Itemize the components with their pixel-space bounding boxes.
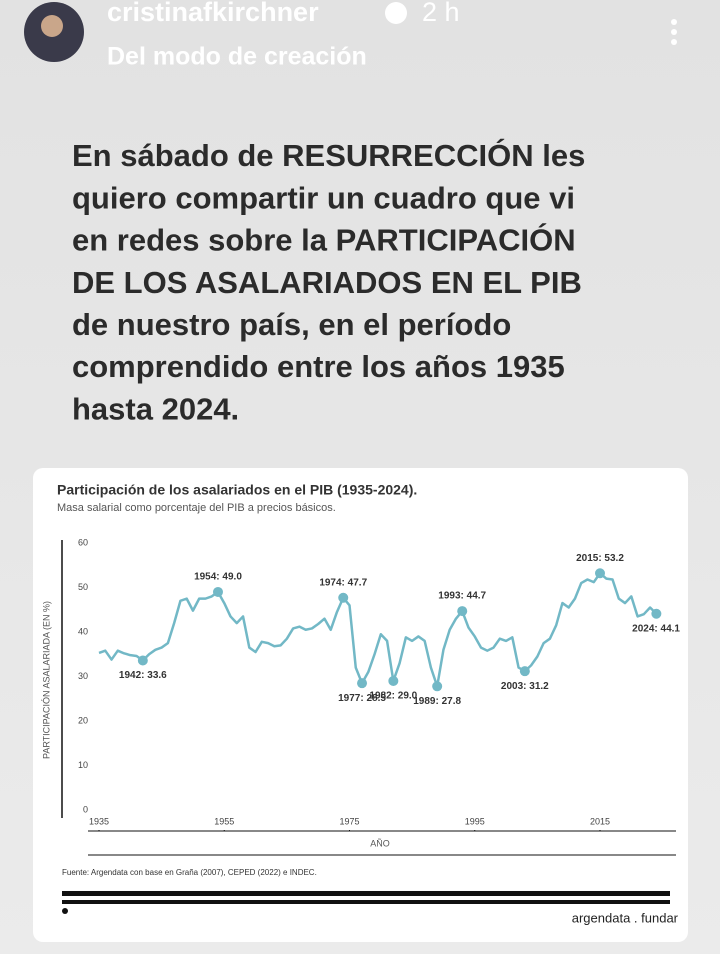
post-line: hasta 2024. xyxy=(72,391,239,426)
annotation: 1989: 27.8 xyxy=(413,696,461,707)
x-tick-label: 1995 xyxy=(465,816,485,826)
highlight-point xyxy=(651,608,662,619)
line xyxy=(98,572,658,688)
highlight-point xyxy=(519,666,530,677)
post-line: comprendido entre los años 1935 xyxy=(72,349,565,384)
y-axis-label: PARTICIPACIÓN ASALARIADA (EN %) xyxy=(41,601,51,759)
y-tick-label: 0 xyxy=(83,804,88,814)
post-line: DE LOS ASALARIADOS EN EL PIB xyxy=(72,265,582,300)
x-tick-label: 1935 xyxy=(89,816,109,826)
y-tick-label: 20 xyxy=(78,715,88,725)
highlight-point xyxy=(137,655,148,666)
highlight-point xyxy=(388,675,399,686)
creation-mode[interactable]: Del modo de creación xyxy=(107,43,367,71)
annotation: 2003: 31.2 xyxy=(501,681,549,692)
avatar-face xyxy=(41,15,63,37)
post-line: de nuestro país, en el período xyxy=(72,307,511,342)
post-line: en redes sobre la PARTICIPACIÓN xyxy=(72,222,576,258)
highlight-point xyxy=(432,681,443,692)
x-axis-label: AÑO xyxy=(370,838,390,848)
highlight-point xyxy=(212,586,223,597)
time: 2 h xyxy=(422,0,460,27)
annotation: 1977: 28.5 xyxy=(338,693,386,704)
post-line: quiero compartir un cuadro que vi xyxy=(72,180,575,215)
chart-card xyxy=(33,468,688,942)
highlight-point xyxy=(595,568,605,579)
footer-bar xyxy=(62,900,670,904)
y-tick-label: 40 xyxy=(78,626,88,636)
y-tick-label: 50 xyxy=(78,582,88,592)
footer-bar xyxy=(62,891,670,896)
annotation: 2015: 53.2 xyxy=(576,553,624,564)
source: Fuente: Argendata con base en Graña (200… xyxy=(62,868,317,877)
highlight-point xyxy=(457,606,468,617)
username[interactable]: cristinafkirchner xyxy=(107,0,319,27)
annotation: 1974: 47.7 xyxy=(319,577,367,588)
post-line: En sábado de RESURRECCIÓN les xyxy=(72,137,585,173)
y-tick-label: 60 xyxy=(78,537,88,547)
highlight-point xyxy=(338,592,349,603)
y-tick-label: 10 xyxy=(78,760,88,770)
verified-badge xyxy=(385,2,407,24)
annotation: 1942: 33.6 xyxy=(119,670,167,681)
chart-title: Participación de los asalariados en el P… xyxy=(57,482,417,498)
brand: argendata . fundar xyxy=(572,910,679,925)
post-text: En sábado de RESURRECCIÓN les quiero comp… xyxy=(72,137,585,426)
footer-dot xyxy=(62,908,68,914)
annotation: 1993: 44.7 xyxy=(438,591,486,602)
x-tick-label: 1955 xyxy=(214,816,234,826)
menu[interactable] xyxy=(671,19,677,45)
annotation: 1954: 49.0 xyxy=(194,572,242,583)
y-tick-label: 30 xyxy=(78,671,88,681)
annotation: 2024: 44.1 xyxy=(632,623,680,634)
annotation: 1982: 29.0 xyxy=(369,691,417,702)
highlight-point xyxy=(357,678,368,689)
x-tick-label: 1975 xyxy=(339,816,359,826)
chart-subtitle: Masa salarial como porcentaje del PIB a … xyxy=(57,502,336,514)
x-tick-label: 2015 xyxy=(590,816,610,826)
